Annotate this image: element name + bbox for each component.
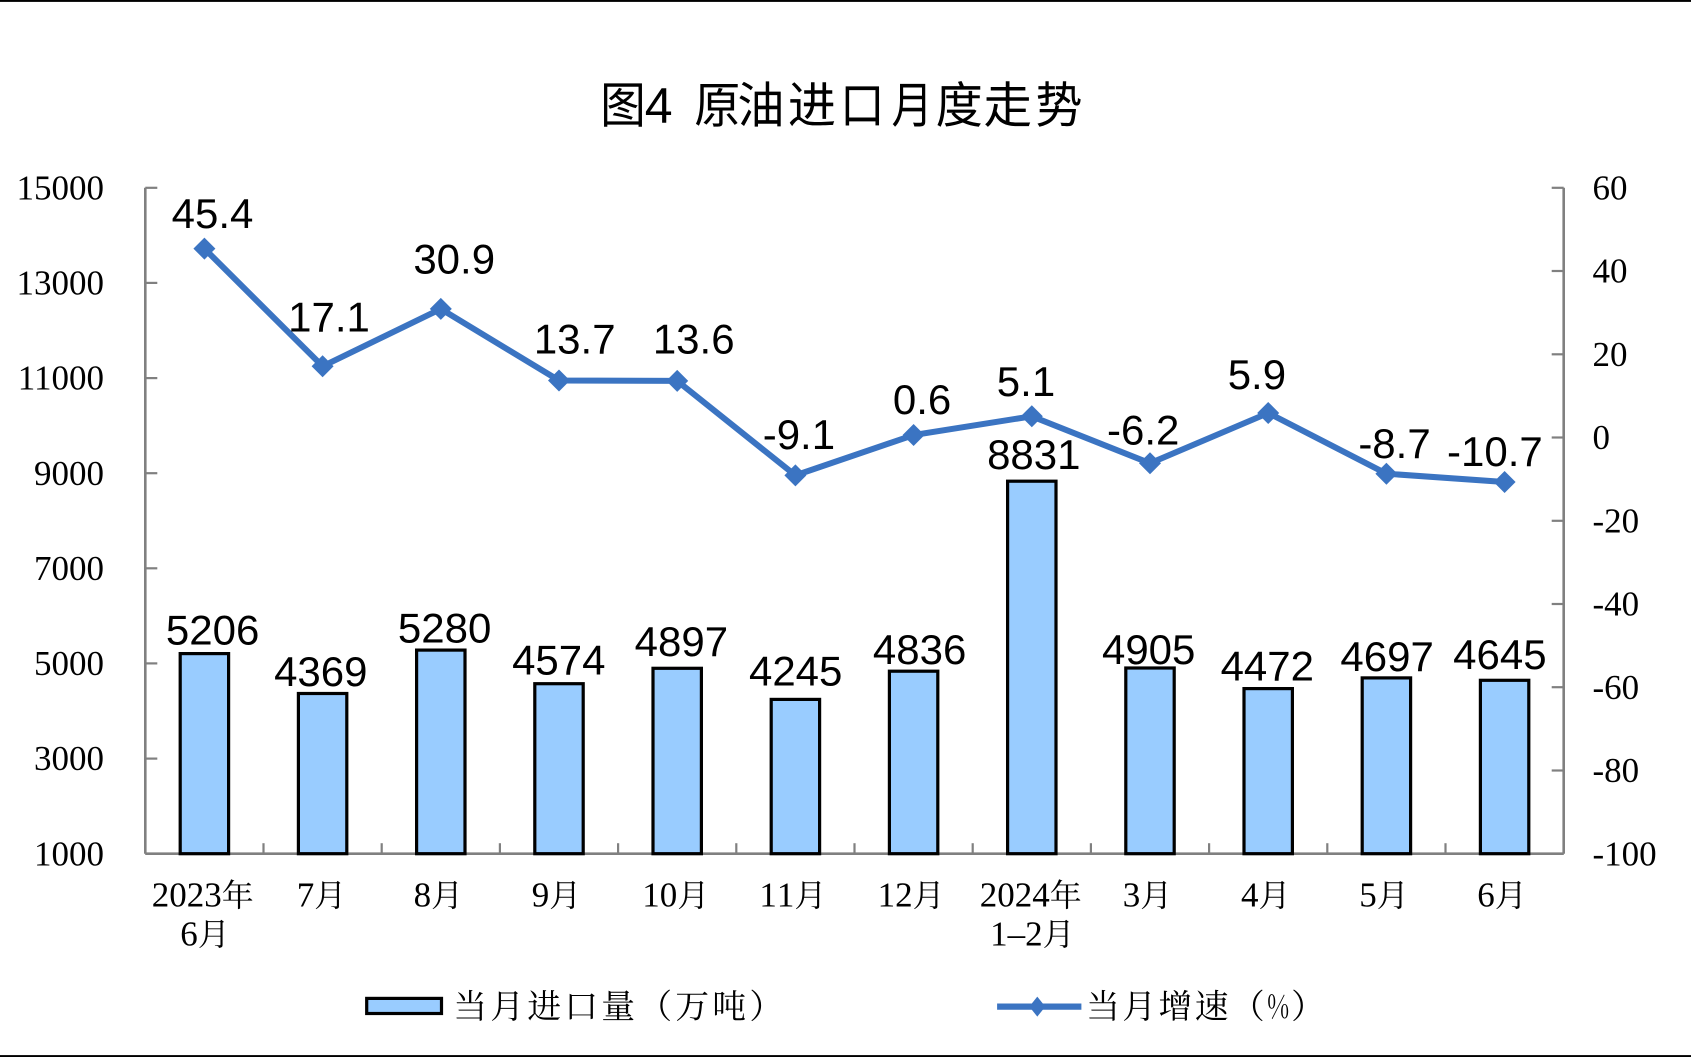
svg-text:1: 1 <box>759 876 777 915</box>
svg-text:4: 4 <box>1241 876 1259 915</box>
svg-text:4645: 4645 <box>1453 631 1546 678</box>
svg-text:5.1: 5.1 <box>997 358 1055 405</box>
svg-text:4836: 4836 <box>873 626 966 673</box>
svg-text:8831: 8831 <box>987 431 1080 478</box>
svg-text:15000: 15000 <box>17 168 105 207</box>
svg-text:3000: 3000 <box>34 739 104 778</box>
svg-text:3: 3 <box>204 876 222 915</box>
svg-text:4897: 4897 <box>635 618 728 665</box>
svg-text:60: 60 <box>1593 168 1628 207</box>
svg-text:4472: 4472 <box>1221 643 1314 690</box>
svg-text:8: 8 <box>414 876 432 915</box>
svg-text:0: 0 <box>1593 418 1611 457</box>
svg-text:0.6: 0.6 <box>893 376 951 423</box>
svg-text:–: – <box>1007 915 1026 954</box>
svg-text:-9.1: -9.1 <box>763 411 835 458</box>
svg-text:-6.2: -6.2 <box>1107 407 1179 454</box>
svg-text:1000: 1000 <box>34 834 104 873</box>
svg-text:2: 2 <box>1015 876 1032 915</box>
svg-text:4697: 4697 <box>1340 633 1433 680</box>
svg-text:4905: 4905 <box>1102 626 1195 673</box>
svg-text:1: 1 <box>642 876 660 915</box>
svg-text:6: 6 <box>1477 876 1495 915</box>
svg-text:0: 0 <box>169 876 187 915</box>
svg-text:6: 6 <box>180 915 198 954</box>
svg-text:4574: 4574 <box>512 637 605 684</box>
svg-text:13.7: 13.7 <box>534 315 616 362</box>
svg-text:13.6: 13.6 <box>653 315 735 362</box>
svg-text:9000: 9000 <box>34 454 104 493</box>
svg-text:5206: 5206 <box>166 607 259 654</box>
svg-text:0: 0 <box>660 876 678 915</box>
svg-text:-8.7: -8.7 <box>1358 420 1430 467</box>
svg-text:-20: -20 <box>1593 501 1640 540</box>
svg-text:45.4: 45.4 <box>172 190 254 237</box>
svg-text:2: 2 <box>187 876 205 915</box>
svg-text:-60: -60 <box>1593 668 1640 707</box>
svg-text:5000: 5000 <box>34 644 104 683</box>
svg-text:5280: 5280 <box>398 605 491 652</box>
svg-text:-80: -80 <box>1593 751 1640 790</box>
svg-text:-40: -40 <box>1593 585 1640 624</box>
svg-text:13000: 13000 <box>17 264 105 303</box>
svg-text:3: 3 <box>1123 876 1141 915</box>
svg-text:1: 1 <box>878 876 896 915</box>
svg-text:1: 1 <box>777 876 795 915</box>
svg-text:17.1: 17.1 <box>288 294 370 341</box>
svg-text:9: 9 <box>532 876 550 915</box>
svg-text:20: 20 <box>1593 335 1628 374</box>
svg-text:7000: 7000 <box>34 549 104 588</box>
svg-text:4: 4 <box>645 78 673 134</box>
svg-text:30.9: 30.9 <box>413 236 495 283</box>
svg-text:1: 1 <box>990 915 1008 954</box>
svg-text:-10.7: -10.7 <box>1447 428 1543 475</box>
svg-text:4369: 4369 <box>274 648 367 695</box>
svg-text:2: 2 <box>152 876 170 915</box>
svg-text:2: 2 <box>1025 915 1043 954</box>
svg-text:40: 40 <box>1593 252 1628 291</box>
svg-text:2: 2 <box>980 876 998 915</box>
svg-text:0: 0 <box>997 876 1015 915</box>
svg-text:7: 7 <box>297 876 315 915</box>
svg-text:4: 4 <box>1032 876 1050 915</box>
svg-text:11000: 11000 <box>18 359 104 398</box>
svg-text:4245: 4245 <box>749 648 842 695</box>
svg-text:5: 5 <box>1359 876 1377 915</box>
svg-text:2: 2 <box>895 876 913 915</box>
svg-text:5.9: 5.9 <box>1228 351 1286 398</box>
svg-text:-100: -100 <box>1593 834 1657 873</box>
